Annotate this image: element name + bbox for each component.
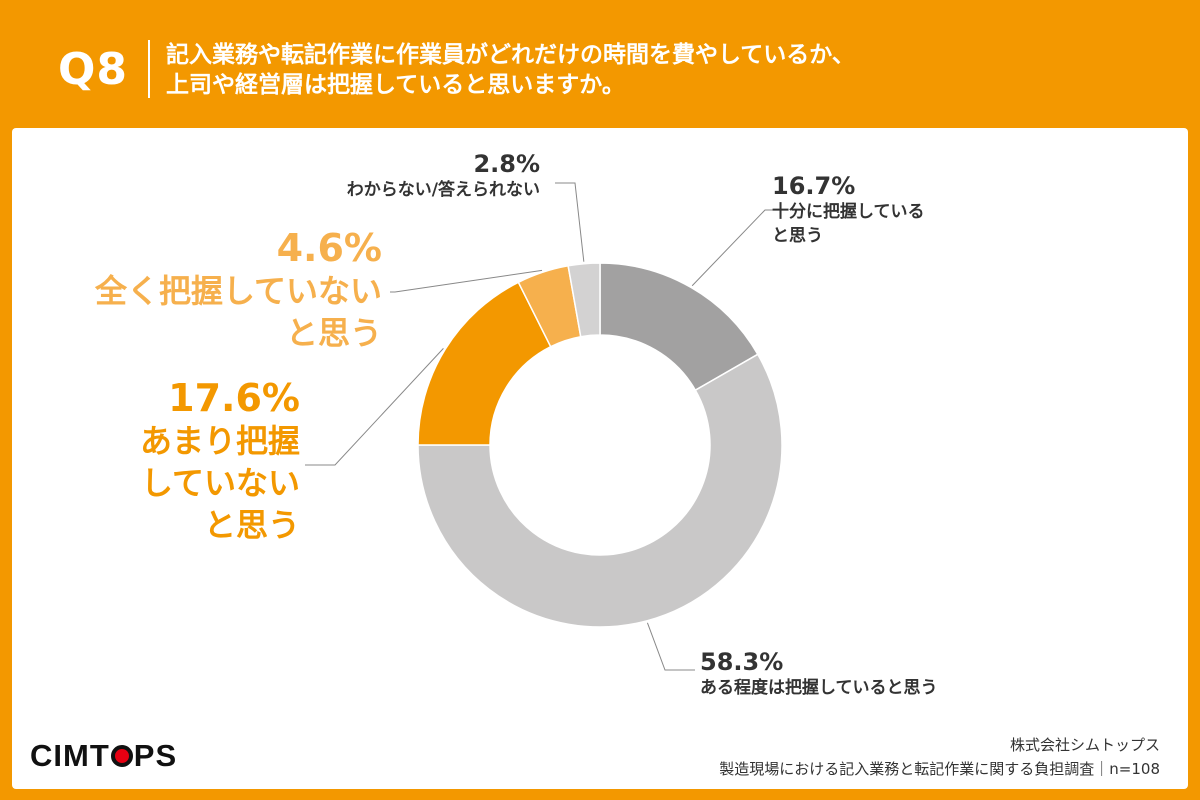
label-dont-know-pct: 2.8% <box>473 150 540 178</box>
label-somewhat-aware-line-1: ある程度は把握していると思う <box>700 678 938 698</box>
cimtops-logo: CIMT PS <box>30 738 177 774</box>
leader-line-fully-aware <box>691 209 775 287</box>
label-fully-aware: 16.7% 十分に把握している と思う <box>772 172 925 248</box>
label-not-very-aware: 17.6% あまり把握 していない と思う <box>140 376 300 546</box>
logo-text-end: PS <box>133 738 178 773</box>
label-not-aware-at-all-line-2: と思う <box>285 314 382 352</box>
logo-circle-icon <box>110 745 133 767</box>
question-text: 記入業務や転記作業に作業員がどれだけの時間を費やしているか、 上司や経営層は把握… <box>166 40 855 100</box>
label-fully-aware-line-1: 十分に把握している <box>772 202 925 222</box>
question-number: Q8 <box>58 44 129 95</box>
footer-survey: 製造現場における記入業務と転記作業に関する負担調査｜n=108 <box>719 760 1160 778</box>
label-not-aware-at-all-pct: 4.6% <box>276 226 382 270</box>
donut-slice-dont-know <box>567 262 601 338</box>
label-not-aware-at-all: 4.6% 全く把握していない と思う <box>95 226 382 354</box>
question-line-2: 上司や経営層は把握していると思いますか。 <box>166 72 625 98</box>
label-not-very-aware-line-2: していない <box>140 464 300 502</box>
label-dont-know-line-1: わからない/答えられない <box>346 180 540 200</box>
label-somewhat-aware-pct: 58.3% <box>700 648 784 676</box>
header: Q8 記入業務や転記作業に作業員がどれだけの時間を費やしているか、 上司や経営層… <box>0 0 1200 128</box>
label-somewhat-aware: 58.3% ある程度は把握していると思う <box>700 648 938 700</box>
leader-line-dont-know <box>555 182 585 262</box>
label-dont-know: 2.8% わからない/答えられない <box>347 150 540 202</box>
footer-company: 株式会社シムトップス <box>1009 736 1160 754</box>
label-fully-aware-pct: 16.7% <box>772 172 856 200</box>
leader-line-somewhat-aware <box>646 622 695 671</box>
chart-panel <box>12 128 1188 789</box>
label-not-very-aware-pct: 17.6% <box>168 376 300 420</box>
label-not-very-aware-line-1: あまり把握 <box>139 422 300 460</box>
logo-text-start: CIMT <box>30 738 110 773</box>
leader-line-not-very-aware <box>305 348 444 466</box>
leader-line-not-aware-at-all <box>390 269 543 293</box>
label-not-very-aware-line-3: と思う <box>203 506 300 544</box>
footer: 株式会社シムトップス 製造現場における記入業務と転記作業に関する負担調査｜n=1… <box>719 733 1160 781</box>
donut-slice-somewhat-aware <box>417 353 783 628</box>
label-fully-aware-line-2: と思う <box>772 226 823 246</box>
label-not-aware-at-all-line-1: 全く把握していない <box>94 272 382 310</box>
header-divider <box>148 40 150 98</box>
question-line-1: 記入業務や転記作業に作業員がどれだけの時間を費やしているか、 <box>166 42 855 68</box>
